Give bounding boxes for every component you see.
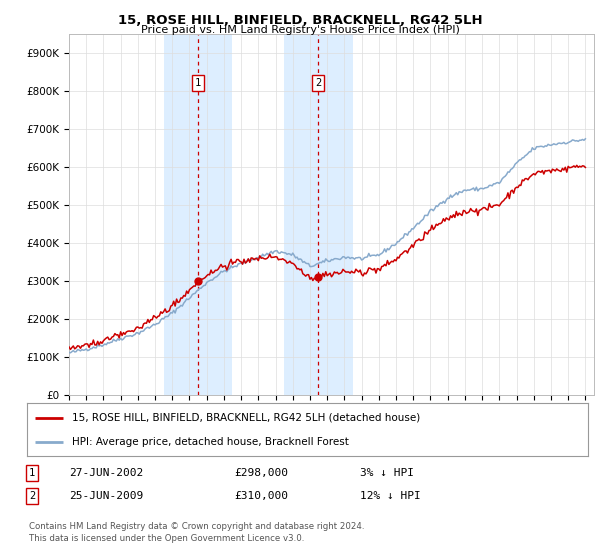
Text: 2: 2 [315,78,322,88]
Text: £310,000: £310,000 [234,491,288,501]
Text: Price paid vs. HM Land Registry's House Price Index (HPI): Price paid vs. HM Land Registry's House … [140,25,460,35]
Text: 12% ↓ HPI: 12% ↓ HPI [360,491,421,501]
Text: £298,000: £298,000 [234,468,288,478]
Text: 15, ROSE HILL, BINFIELD, BRACKNELL, RG42 5LH: 15, ROSE HILL, BINFIELD, BRACKNELL, RG42… [118,14,482,27]
Text: 25-JUN-2009: 25-JUN-2009 [69,491,143,501]
Text: 1: 1 [29,468,35,478]
Text: 3% ↓ HPI: 3% ↓ HPI [360,468,414,478]
Text: HPI: Average price, detached house, Bracknell Forest: HPI: Average price, detached house, Brac… [72,437,349,447]
Text: 2: 2 [29,491,35,501]
Bar [284,34,353,395]
Text: 27-JUN-2002: 27-JUN-2002 [69,468,143,478]
Text: 1: 1 [195,78,201,88]
Text: Contains HM Land Registry data © Crown copyright and database right 2024.: Contains HM Land Registry data © Crown c… [29,522,364,531]
Text: This data is licensed under the Open Government Licence v3.0.: This data is licensed under the Open Gov… [29,534,304,543]
Text: 15, ROSE HILL, BINFIELD, BRACKNELL, RG42 5LH (detached house): 15, ROSE HILL, BINFIELD, BRACKNELL, RG42… [72,413,420,423]
Bar [163,34,232,395]
